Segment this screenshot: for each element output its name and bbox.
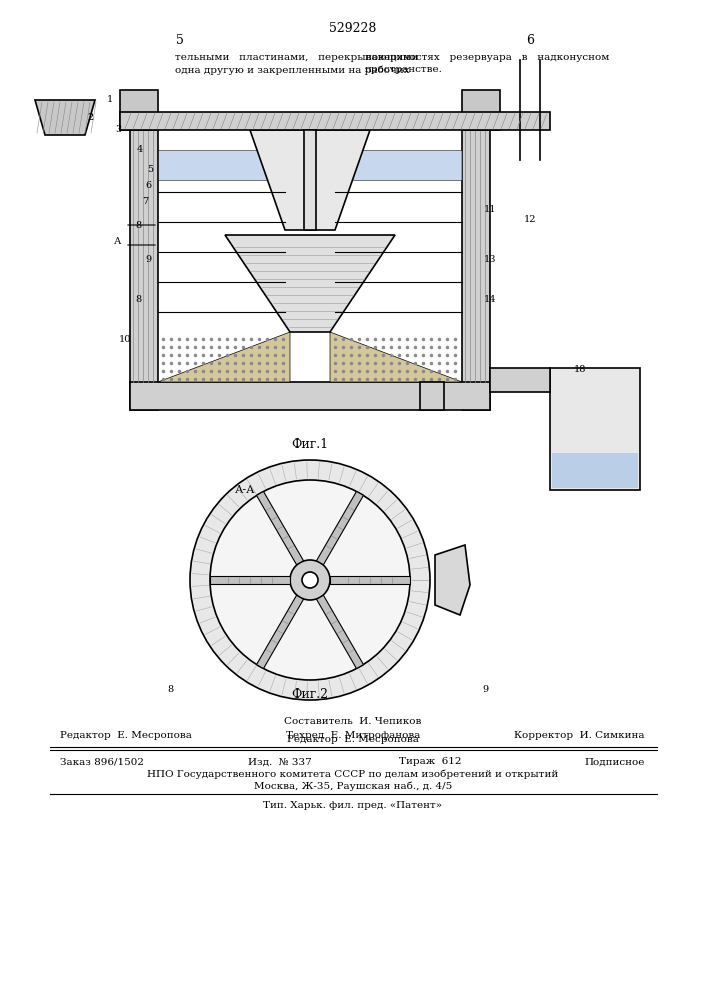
Bar <box>120 112 550 130</box>
Text: 5: 5 <box>176 33 184 46</box>
Text: 5: 5 <box>147 165 153 174</box>
Polygon shape <box>225 235 395 332</box>
Bar <box>552 453 638 488</box>
Text: 11: 11 <box>484 206 496 215</box>
Text: 18: 18 <box>574 365 586 374</box>
Text: Тираж  612: Тираж 612 <box>399 758 461 766</box>
Text: Подписное: Подписное <box>585 758 645 766</box>
Text: 6: 6 <box>526 33 534 46</box>
Text: поверхностях   резервуара   в   надконусном: поверхностях резервуара в надконусном <box>365 53 609 62</box>
Text: 3: 3 <box>115 125 121 134</box>
Polygon shape <box>330 332 462 382</box>
Text: Составитель  И. Чепиков: Составитель И. Чепиков <box>284 718 421 726</box>
Text: Фиг.2: Фиг.2 <box>291 688 329 702</box>
Text: Тип. Харьк. фил. пред. «Патент»: Тип. Харьк. фил. пред. «Патент» <box>264 800 443 810</box>
Text: 8: 8 <box>167 686 173 694</box>
Circle shape <box>210 480 410 680</box>
Text: Корректор  И. Симкина: Корректор И. Симкина <box>515 732 645 740</box>
Text: А-А: А-А <box>235 485 255 495</box>
Circle shape <box>302 572 318 588</box>
Bar <box>130 130 158 410</box>
Text: 4: 4 <box>137 145 143 154</box>
Polygon shape <box>257 595 303 669</box>
Text: НПО Государственного комитета СССР по делам изобретений и открытий: НПО Государственного комитета СССР по де… <box>147 769 559 779</box>
Bar <box>462 90 500 130</box>
Polygon shape <box>435 545 470 615</box>
Text: 12: 12 <box>524 216 536 225</box>
Text: 10: 10 <box>119 336 132 344</box>
Text: Редактор  Е. Месропова: Редактор Е. Месропова <box>287 736 419 744</box>
Text: 9: 9 <box>145 255 151 264</box>
Text: 2: 2 <box>87 112 93 121</box>
Text: Редактор  Е. Месропова: Редактор Е. Месропова <box>60 732 192 740</box>
Polygon shape <box>257 491 303 565</box>
Circle shape <box>190 460 430 700</box>
Bar <box>420 382 444 410</box>
Bar <box>462 130 490 410</box>
Text: 14: 14 <box>484 296 496 304</box>
Bar <box>120 90 158 130</box>
Polygon shape <box>330 576 410 584</box>
Text: 1: 1 <box>107 96 113 104</box>
Bar <box>158 150 462 180</box>
Polygon shape <box>317 595 363 669</box>
Text: 9: 9 <box>482 686 488 694</box>
Text: Москва, Ж-35, Раушская наб., д. 4/5: Москва, Ж-35, Раушская наб., д. 4/5 <box>254 781 452 791</box>
Polygon shape <box>35 100 95 135</box>
Polygon shape <box>210 576 290 584</box>
Polygon shape <box>250 130 370 230</box>
Text: одна другую и закрепленными на рабочих: одна другую и закрепленными на рабочих <box>175 65 409 75</box>
Text: пространстве.: пространстве. <box>365 66 443 75</box>
Text: Техред  Е. Митрофанова: Техред Е. Митрофанова <box>286 732 420 740</box>
Bar <box>130 382 490 410</box>
Bar <box>490 368 550 392</box>
Text: Заказ 896/1502: Заказ 896/1502 <box>60 758 144 766</box>
Text: 7: 7 <box>142 198 148 207</box>
Text: 13: 13 <box>484 255 496 264</box>
Circle shape <box>290 560 330 600</box>
Text: 8: 8 <box>135 296 141 304</box>
Text: 8: 8 <box>135 221 141 230</box>
Bar <box>304 130 316 230</box>
Bar <box>550 368 640 490</box>
Text: А: А <box>115 237 122 246</box>
Text: Фиг.1: Фиг.1 <box>291 438 329 452</box>
Polygon shape <box>158 332 290 382</box>
Text: 6: 6 <box>145 180 151 190</box>
Text: 529228: 529228 <box>329 21 377 34</box>
Text: тельными   пластинами,   перекрывающими: тельными пластинами, перекрывающими <box>175 53 419 62</box>
Polygon shape <box>317 491 363 565</box>
Text: Изд.  № 337: Изд. № 337 <box>248 758 312 766</box>
